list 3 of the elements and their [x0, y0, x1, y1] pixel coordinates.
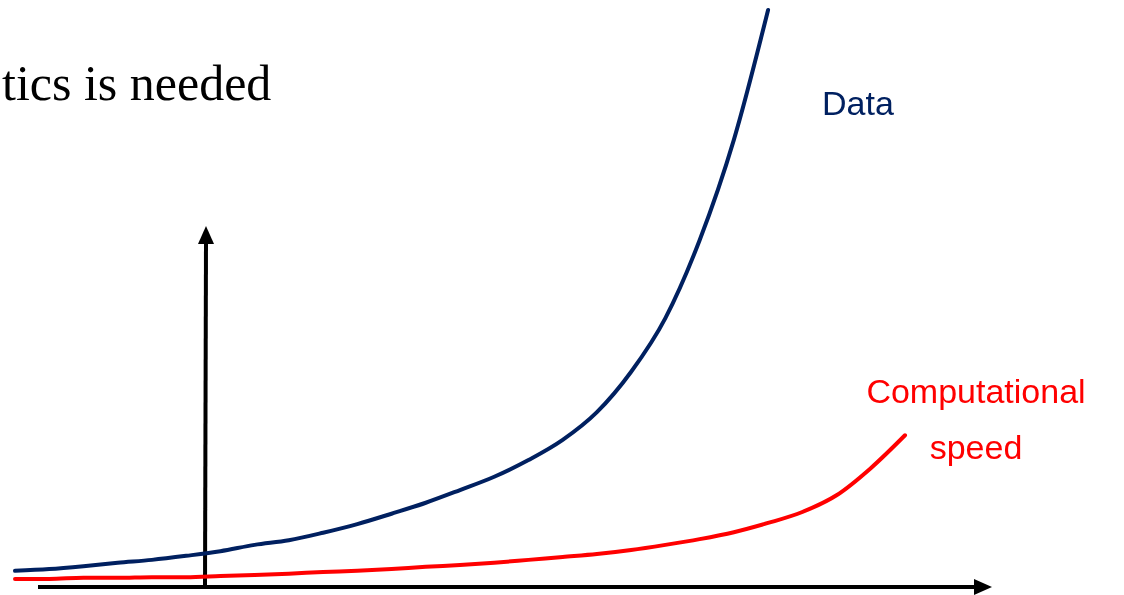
text: tics is needed	[2, 55, 272, 111]
series-label: Computational speed	[866, 372, 1086, 467]
text: Data	[822, 84, 894, 122]
